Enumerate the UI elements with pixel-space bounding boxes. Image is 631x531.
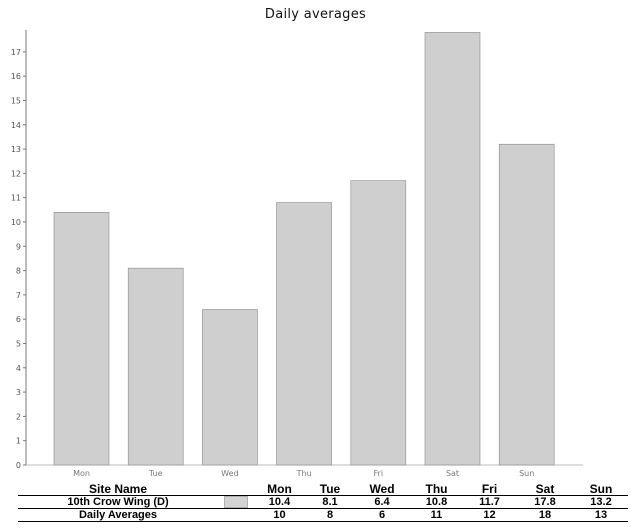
value-cell: 6.4 [354, 494, 410, 509]
y-tick-label: 0 [16, 461, 21, 470]
legend-swatch [223, 496, 248, 509]
value-cell: 18 [516, 508, 574, 523]
y-tick-label: 1 [16, 437, 21, 446]
legend-swatch-cell [218, 494, 253, 509]
x-tick-label: Sun [519, 469, 534, 478]
value-cell: 11 [410, 508, 463, 523]
x-tick-label: Sat [446, 469, 459, 478]
bar-thu [276, 202, 332, 466]
y-tick-label: 15 [11, 96, 21, 105]
value-cell: 10.4 [253, 494, 306, 509]
value-cell: 10.8 [410, 494, 463, 509]
daily-averages-label: Daily Averages [18, 508, 218, 523]
x-axis-labels: Mon Tue Wed Thu Fri Sat Sun [73, 469, 534, 478]
y-tick-label: 14 [11, 121, 21, 130]
bars-group [53, 32, 555, 466]
data-table: Site Name Mon Tue Wed Thu Fri Sat Sun 10… [18, 483, 628, 523]
y-tick-label: 2 [16, 412, 21, 421]
y-tick-label: 8 [16, 267, 21, 276]
day-header: Sat [535, 482, 555, 496]
y-tick-label: 10 [11, 218, 21, 227]
x-tick-label: Mon [73, 469, 90, 478]
bar-wed [202, 309, 258, 466]
swatch-header [218, 483, 253, 496]
x-tick-label: Fri [374, 469, 384, 478]
y-tick-label: 3 [16, 388, 21, 397]
day-header: Sun [589, 482, 613, 496]
day-header: Mon [267, 482, 292, 496]
day-header: Tue [319, 482, 341, 496]
y-tick-label: 7 [16, 291, 21, 300]
table-row: 10th Crow Wing (D) 10.4 8.1 6.4 10.8 11.… [18, 494, 628, 509]
bar-sat [424, 32, 481, 466]
day-header: Fri [481, 482, 498, 496]
value-cell: 12 [463, 508, 516, 523]
value-cell: 17.8 [516, 494, 574, 509]
x-tick-label: Tue [148, 469, 163, 478]
site-name-header: Site Name [88, 482, 148, 496]
x-tick-label: Wed [221, 469, 238, 478]
y-tick-label: 16 [11, 72, 21, 81]
y-tick-label: 9 [16, 242, 21, 251]
y-tick-label: 13 [11, 145, 21, 154]
day-header: Wed [369, 482, 395, 496]
empty-cell [218, 508, 253, 523]
value-cell: 13 [574, 508, 628, 523]
value-cell: 6 [354, 508, 410, 523]
chart-title: Daily averages [264, 7, 367, 22]
value-cell: 8 [306, 508, 354, 523]
value-cell: 10 [253, 508, 306, 523]
site-name-cell: 10th Crow Wing (D) [18, 494, 218, 509]
y-tick-label: 6 [16, 315, 21, 324]
bar-tue [127, 267, 184, 466]
y-tick-label: 12 [11, 169, 21, 178]
y-tick-label: 17 [11, 48, 21, 57]
value-cell: 13.2 [574, 494, 628, 509]
table-header-row: Site Name Mon Tue Wed Thu Fri Sat Sun [18, 483, 628, 496]
bar-fri [350, 180, 407, 466]
table-row: Daily Averages 10 8 6 11 12 18 13 [18, 508, 628, 523]
y-tick-label: 11 [11, 194, 21, 203]
day-header: Thu [425, 482, 448, 496]
bar-sun [498, 143, 555, 466]
value-cell: 11.7 [463, 494, 516, 509]
y-tick-label: 5 [16, 339, 21, 348]
value-cell: 8.1 [306, 494, 354, 509]
y-tick-label: 4 [16, 364, 21, 373]
bar-mon [53, 211, 110, 466]
x-tick-label: Thu [296, 469, 312, 478]
